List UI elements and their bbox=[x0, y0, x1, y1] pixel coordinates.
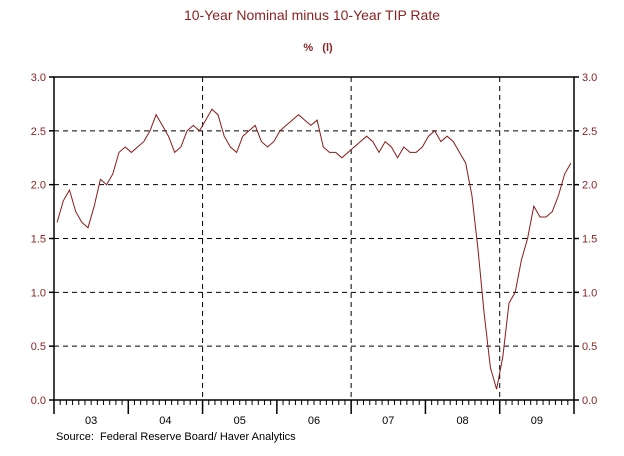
x-tick-label: 09 bbox=[531, 415, 543, 427]
x-tick-label: 07 bbox=[382, 415, 394, 427]
y-tick-label-right: 3.0 bbox=[582, 72, 597, 84]
y-tick-label-left: 0.5 bbox=[31, 341, 46, 353]
chart-title: 10-Year Nominal minus 10-Year TIP Rate bbox=[184, 7, 440, 23]
x-tick-label: 08 bbox=[456, 415, 468, 427]
grid bbox=[54, 77, 574, 400]
y-tick-label-left: 3.0 bbox=[31, 72, 46, 84]
x-tick-label: 06 bbox=[308, 415, 320, 427]
y-tick-label-left: 2.5 bbox=[31, 126, 46, 138]
y-tick-label-right: 0.0 bbox=[582, 395, 597, 407]
axes: 0.0 0.0 0.5 0.5 1.0 1.0 1.5 1.5 2.0 2.0 2.5 2.5 3.0 3… bbox=[31, 72, 598, 427]
x-tick-label: 04 bbox=[159, 415, 171, 427]
series-line bbox=[56, 108, 572, 390]
x-tick-label: 05 bbox=[234, 415, 246, 427]
y-tick-label-right: 2.0 bbox=[582, 180, 597, 192]
y-tick-label-left: 1.5 bbox=[31, 234, 46, 246]
x-tick-label: 03 bbox=[85, 415, 97, 427]
y-tick-label-left: 1.0 bbox=[31, 287, 46, 299]
y-tick-label-right: 1.0 bbox=[582, 287, 597, 299]
y-tick-label-right: 2.5 bbox=[582, 126, 597, 138]
y-tick-label-left: 2.0 bbox=[31, 180, 46, 192]
y-tick-label-right: 1.5 bbox=[582, 234, 597, 246]
source-note: Source: Federal Reserve Board/ Haver Ana… bbox=[56, 431, 296, 443]
y-tick-label-left: 0.0 bbox=[31, 395, 46, 407]
chart-subtitle: % (l) bbox=[303, 42, 333, 54]
y-tick-label-right: 0.5 bbox=[582, 341, 597, 353]
